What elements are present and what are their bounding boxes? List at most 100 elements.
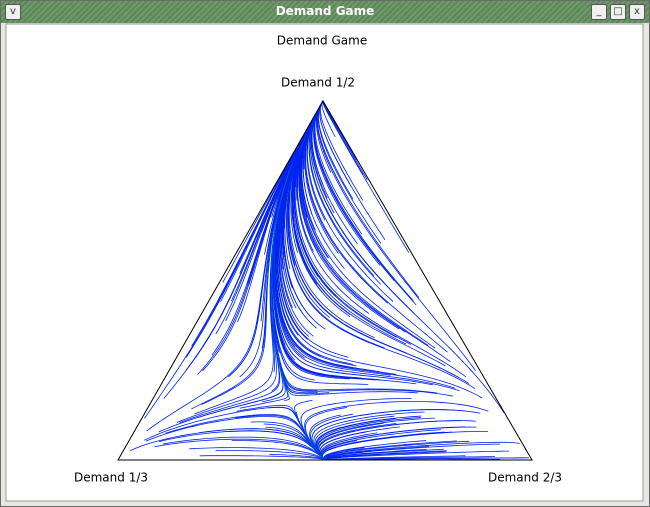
trajectory <box>163 151 296 399</box>
trajectory <box>287 387 330 395</box>
trajectory <box>323 431 446 454</box>
trajectory <box>296 412 306 434</box>
trajectory <box>295 389 453 397</box>
vertex-label: Demand 1/2 <box>281 76 355 90</box>
trajectory <box>250 421 307 439</box>
trajectory <box>231 440 317 454</box>
trajectory <box>199 455 320 460</box>
trajectory <box>363 457 529 460</box>
trajectory <box>271 330 280 392</box>
trajectory <box>310 441 322 457</box>
trajectory <box>199 428 306 442</box>
trajectory <box>326 449 427 459</box>
trajectory <box>322 429 442 453</box>
trajectory <box>286 225 476 389</box>
trajectory <box>268 407 296 416</box>
trajectory <box>283 378 295 396</box>
trajectory <box>309 414 341 442</box>
trajectory <box>320 432 378 454</box>
vertex-label: Demand 1/3 <box>74 471 148 485</box>
trajectory <box>334 450 510 459</box>
trajectory <box>265 426 313 447</box>
trajectory <box>314 415 395 445</box>
minimize-button[interactable]: _ <box>591 4 607 20</box>
simplex <box>117 99 533 461</box>
trajectory <box>284 384 289 398</box>
trajectory <box>274 302 362 379</box>
trajectory <box>162 436 307 447</box>
trajectory <box>311 401 489 416</box>
trajectory <box>287 199 470 384</box>
trajectory <box>287 391 290 399</box>
trajectory <box>146 304 260 432</box>
trajectory <box>282 319 456 389</box>
trajectory <box>272 317 294 387</box>
trajectory <box>284 335 460 392</box>
trajectory <box>271 292 316 381</box>
trajectory <box>179 384 280 423</box>
trajectory <box>305 407 348 433</box>
trajectory <box>280 330 433 386</box>
trajectory <box>301 398 412 417</box>
trajectory <box>317 422 384 450</box>
trajectory <box>321 440 358 456</box>
trajectory <box>348 441 520 453</box>
trajectory <box>310 413 354 442</box>
trajectory <box>317 423 397 450</box>
trajectory <box>165 414 290 434</box>
trajectory <box>325 440 457 457</box>
trajectory <box>300 416 310 441</box>
trajectory <box>197 390 283 418</box>
trajectory <box>276 126 310 336</box>
maximize-button[interactable]: □ <box>610 4 626 20</box>
trajectory <box>316 417 421 446</box>
trajectory <box>326 431 488 452</box>
trajectory <box>191 296 267 410</box>
trajectory <box>294 391 419 396</box>
trajectory <box>320 420 477 445</box>
trajectory <box>240 396 288 409</box>
trajectory <box>322 426 466 451</box>
trajectory <box>215 450 320 458</box>
trajectory <box>256 118 314 326</box>
trajectory <box>315 418 396 447</box>
trajectory <box>176 375 277 423</box>
trajectory <box>284 380 318 394</box>
trajectory <box>261 388 286 403</box>
trajectory <box>194 356 274 415</box>
trajectory <box>269 453 323 460</box>
trajectory <box>272 323 286 389</box>
vertex-label: Demand 2/3 <box>488 471 562 485</box>
trajectory <box>159 430 302 442</box>
plot-title: Demand Game <box>277 34 367 48</box>
trajectory <box>284 398 290 401</box>
trajectory <box>276 321 376 381</box>
trajectory <box>274 277 391 376</box>
trajectory <box>317 417 436 446</box>
trajectory <box>235 414 300 427</box>
menu-button[interactable]: v <box>5 4 21 20</box>
trajectory <box>189 447 317 456</box>
trajectory <box>321 192 505 413</box>
trajectory <box>294 154 467 378</box>
trajectory <box>236 404 291 412</box>
trajectory <box>314 409 481 431</box>
window-title: Demand Game <box>275 4 375 18</box>
trajectory <box>325 446 430 459</box>
trajectory <box>273 306 350 380</box>
close-button[interactable]: x <box>629 4 645 20</box>
trajectory <box>154 438 307 448</box>
trajectory <box>327 451 447 460</box>
trajectory <box>313 411 425 440</box>
trajectory <box>328 455 466 460</box>
trajectory <box>298 116 406 333</box>
trajectory <box>201 290 268 405</box>
trajectory <box>263 423 311 444</box>
plot-area <box>5 23 644 502</box>
title-bar: v Demand Game _ □ x <box>1 1 649 23</box>
trajectory <box>145 416 287 442</box>
trajectory <box>276 198 354 365</box>
trajectory <box>286 418 310 442</box>
trajectory <box>323 455 327 460</box>
